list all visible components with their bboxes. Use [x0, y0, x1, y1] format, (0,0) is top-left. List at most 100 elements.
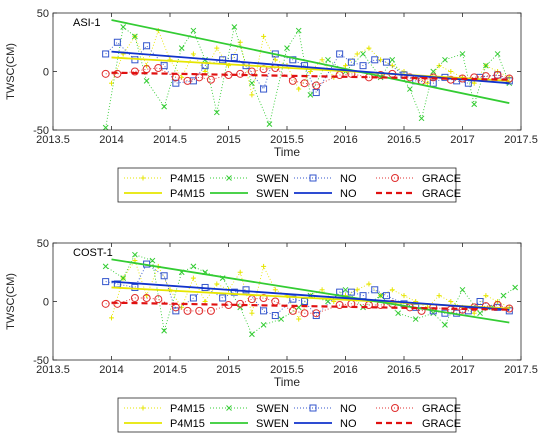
data-point-p4m15: [401, 293, 407, 299]
data-point-no: [347, 58, 355, 66]
data-point-no: [230, 288, 238, 296]
data-point-swen-d2: [325, 56, 331, 63]
data-point-p4m15: [214, 45, 220, 51]
data-point-p4m15: [261, 263, 267, 269]
legend-label: P4M15: [170, 173, 205, 185]
data-point-swen: [284, 45, 290, 51]
legend-marker-no: [309, 404, 317, 412]
legend-box: [117, 397, 457, 433]
data-point-swen-d2: [231, 24, 238, 30]
x-tick-label: 2014: [99, 364, 123, 376]
y-tick-label: 0: [43, 67, 49, 79]
data-point-swen-d2: [295, 27, 302, 34]
data-point-no: [113, 38, 121, 46]
data-point-swen: [412, 316, 419, 322]
legend-label: SWEN: [256, 173, 289, 185]
data-point-swen-d2: [102, 124, 109, 130]
data-point-grace: [183, 76, 192, 85]
legend-label: P4M15: [170, 418, 205, 430]
data-point-swen-d2: [161, 103, 168, 110]
series-line-p4m15: [111, 259, 510, 321]
data-point-swen: [512, 284, 519, 291]
legend-marker-swen: [226, 175, 232, 181]
data-point-swen: [360, 51, 366, 57]
data-point-swen-d2: [494, 51, 501, 57]
trend-line-grace: [111, 301, 510, 311]
data-point-swen-d2: [406, 86, 413, 92]
data-point-swen-d2: [190, 263, 197, 270]
data-point-swen: [406, 86, 413, 92]
data-point-swen: [132, 251, 138, 258]
x-tick-label: 2016.5: [387, 364, 421, 376]
y-tick-label: 50: [37, 238, 49, 250]
legend-entry-grace-monthly: GRACE: [376, 173, 461, 185]
legend: P4M15 SWEN NO GRACE P4M15 SWEN NO GRACE: [117, 167, 461, 203]
data-point-no: [429, 79, 437, 87]
series-line-swen: [105, 254, 516, 336]
data-point-swen: [342, 286, 349, 293]
legend-label: NO: [340, 403, 357, 415]
data-point-swen: [459, 51, 466, 57]
data-point-grace: [259, 293, 268, 302]
data-point-no: [347, 288, 355, 296]
data-point-grace: [300, 79, 309, 88]
data-point-swen: [325, 56, 331, 63]
data-point-swen: [249, 80, 255, 87]
trend-line-grace: [111, 71, 510, 81]
data-point-no: [371, 286, 379, 294]
data-point-p4m15: [249, 310, 255, 316]
data-point-swen-d2: [178, 45, 185, 51]
data-point-no: [312, 89, 320, 97]
legend-entry-swen-trend: SWEN: [210, 188, 289, 200]
data-point-no: [172, 79, 180, 87]
data-point-p4m15: [354, 51, 360, 57]
data-point-no: [289, 56, 297, 64]
data-point-swen-d2: [360, 51, 366, 57]
data-point-p4m15: [144, 293, 150, 299]
legend-entry-grace-monthly: GRACE: [376, 403, 461, 415]
series-line-grace: [105, 297, 510, 314]
data-point-swen-d2: [260, 322, 267, 328]
x-tick-label: 2017.5: [504, 364, 538, 376]
data-point-p4m15: [190, 51, 196, 57]
legend-entry-p4m15-monthly: P4M15: [124, 173, 205, 185]
data-point-swen: [471, 101, 478, 108]
y-tick-label: -50: [33, 355, 49, 367]
panel-annotation: COST-1: [73, 247, 113, 259]
data-point-p4m15: [296, 86, 302, 92]
x-tick-label: 2015.5: [270, 364, 304, 376]
data-point-swen-d2: [459, 286, 466, 293]
data-point-swen-d2: [249, 80, 255, 87]
legend-entry-grace-trend: GRACE: [376, 188, 461, 200]
data-point-swen: [190, 263, 197, 270]
data-point-swen: [190, 27, 197, 34]
data-point-grace: [154, 63, 163, 72]
data-point-grace: [206, 306, 215, 315]
data-point-swen-d2: [500, 292, 507, 299]
data-point-no: [464, 307, 472, 315]
x-tick-label: 2016: [333, 134, 357, 146]
data-point-grace: [154, 295, 163, 304]
data-point-swen: [477, 310, 483, 317]
data-point-swen-d2: [249, 331, 255, 338]
trend-line-p4m15: [111, 56, 510, 82]
data-point-no: [371, 56, 379, 64]
x-tick-label: 2017.5: [504, 134, 538, 146]
data-point-grace: [300, 309, 309, 318]
data-point-p4m15: [296, 316, 302, 322]
data-point-p4m15: [471, 80, 477, 86]
legend-entry-p4m15-trend: P4M15: [124, 188, 205, 200]
data-point-p4m15: [366, 281, 372, 287]
data-point-p4m15: [261, 33, 267, 39]
data-point-swen-d2: [471, 101, 478, 108]
legend-label: GRACE: [422, 188, 461, 200]
data-point-swen-d2: [149, 257, 156, 264]
data-point-grace: [142, 293, 151, 302]
legend-entry-grace-trend: GRACE: [376, 418, 461, 430]
series-line-grace: [105, 67, 510, 86]
data-point-swen-d2: [266, 121, 273, 128]
data-point-swen: [500, 292, 507, 299]
data-point-swen-d2: [132, 33, 138, 40]
legend-entry-no-monthly: NO: [294, 403, 357, 415]
data-point-swen: [161, 103, 168, 110]
